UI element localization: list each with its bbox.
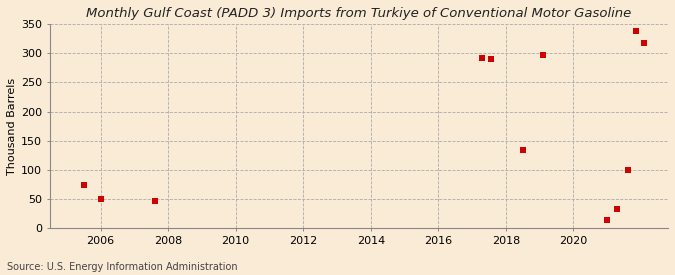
Title: Monthly Gulf Coast (PADD 3) Imports from Turkiye of Conventional Motor Gasoline: Monthly Gulf Coast (PADD 3) Imports from… <box>86 7 632 20</box>
Y-axis label: Thousand Barrels: Thousand Barrels <box>7 78 17 175</box>
Text: Source: U.S. Energy Information Administration: Source: U.S. Energy Information Administ… <box>7 262 238 272</box>
